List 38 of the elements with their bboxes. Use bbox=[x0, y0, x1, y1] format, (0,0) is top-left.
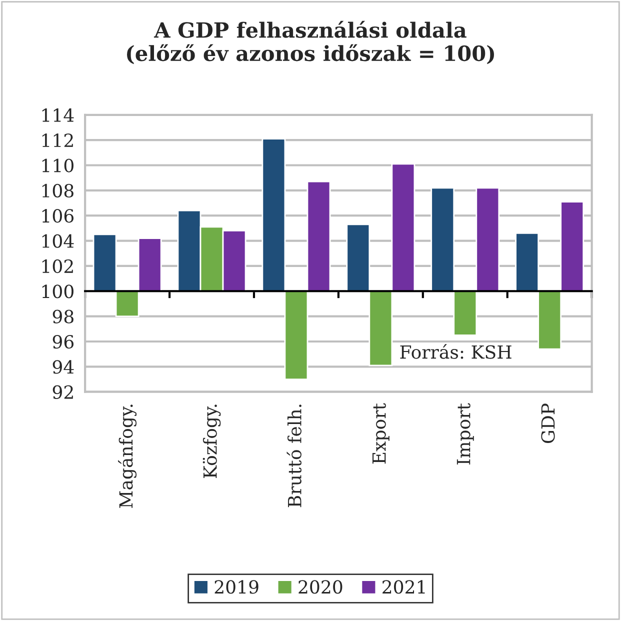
legend-label: 2020 bbox=[298, 580, 342, 594]
y-tick-label: 94 bbox=[52, 360, 74, 374]
x-tick-label: Magánfogy. bbox=[118, 404, 137, 508]
y-tick-label: 114 bbox=[42, 108, 74, 122]
chart-title: A GDP felhasználási oldala (előző év azonos időszak = 100) bbox=[126, 20, 494, 64]
bar bbox=[346, 224, 370, 292]
y-tick-label: 98 bbox=[52, 310, 74, 324]
y-tick-label: 106 bbox=[42, 209, 74, 223]
x-tick-label: Import bbox=[456, 403, 474, 465]
y-tick-label: 104 bbox=[42, 234, 74, 248]
bar bbox=[306, 180, 331, 292]
bar bbox=[115, 290, 140, 318]
bar bbox=[476, 187, 500, 292]
x-tick-label: GDP bbox=[541, 404, 555, 443]
bar bbox=[284, 290, 308, 380]
y-tick-label: 100 bbox=[42, 284, 74, 298]
x-tick-label: Bruttó felh. bbox=[286, 404, 302, 508]
legend-label: 2021 bbox=[382, 580, 425, 594]
x-tick-label: Közfogy. bbox=[202, 404, 221, 478]
annotation: Forrás: KSH bbox=[400, 344, 512, 359]
y-tick-label: 102 bbox=[42, 259, 73, 274]
legend-label: 2019 bbox=[214, 580, 258, 594]
x-tick-label: Export bbox=[372, 403, 390, 464]
y-tick-label: 92 bbox=[52, 385, 73, 399]
bar bbox=[368, 290, 393, 366]
bar bbox=[138, 238, 162, 292]
bar bbox=[391, 163, 416, 292]
y-tick-label: 108 bbox=[42, 184, 74, 198]
bar bbox=[92, 234, 117, 292]
bar bbox=[538, 290, 562, 350]
y-tick-label: 96 bbox=[52, 334, 74, 349]
bar bbox=[560, 201, 584, 292]
y-tick-label: 110 bbox=[42, 158, 74, 172]
bar bbox=[515, 232, 540, 292]
bar bbox=[453, 290, 478, 336]
bar bbox=[262, 138, 286, 292]
bar bbox=[430, 187, 455, 292]
y-tick-label: 112 bbox=[42, 134, 73, 147]
